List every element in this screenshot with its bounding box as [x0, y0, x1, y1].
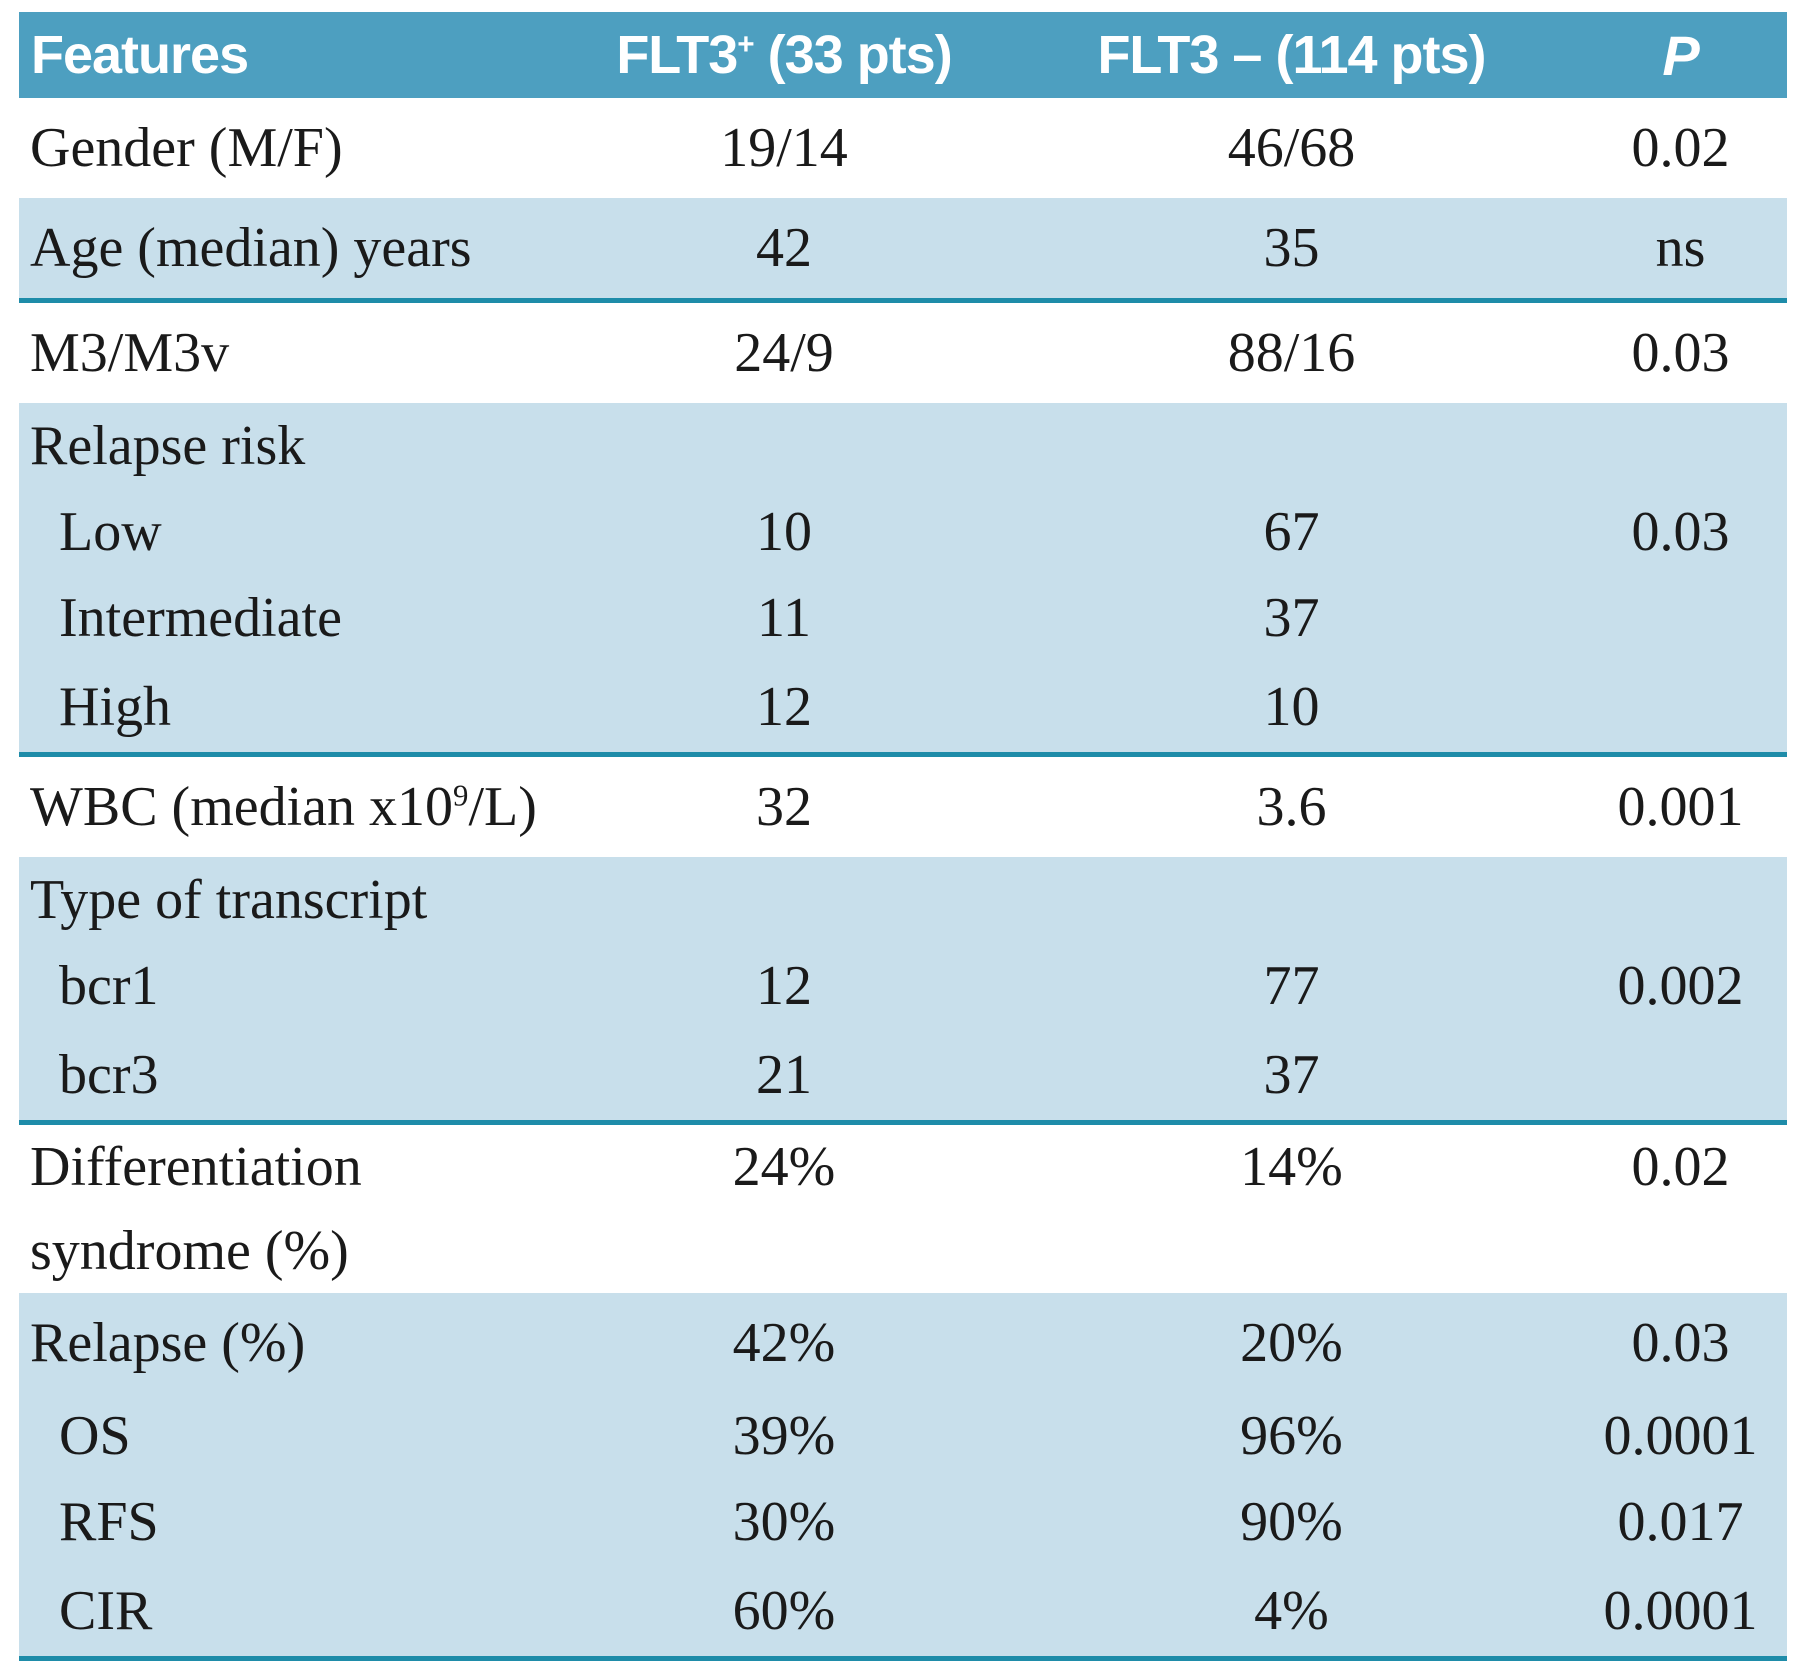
- flt3-positive-value: 21: [559, 1029, 1009, 1125]
- header-row: Features FLT3+ (33 pts) FLT3 – (114 pts)…: [19, 12, 1787, 98]
- feature-sublabel: bcr3: [19, 1029, 559, 1125]
- flt3-negative-value: 4%: [1009, 1565, 1574, 1661]
- p-value: 0.03: [1574, 1293, 1787, 1393]
- flt3-positive-value: 32: [756, 776, 812, 838]
- p-value: [1574, 857, 1787, 943]
- p-value: [1574, 403, 1787, 489]
- flt3-positive-value: 42: [559, 198, 1009, 303]
- flt3-positive-value: [559, 857, 1009, 943]
- feature-label: Relapse (%): [19, 1293, 559, 1393]
- table-row-cir: CIR 60% 4% 0.0001: [19, 1565, 1787, 1661]
- p-value: [1574, 1029, 1787, 1125]
- flt3-negative-value: 37: [1009, 1029, 1574, 1125]
- flt3-positive-value: 39%: [559, 1393, 1009, 1479]
- flt3-positive-value: 42%: [559, 1293, 1009, 1393]
- p-value: [1574, 575, 1787, 661]
- flt3-negative-value: 46/68: [1227, 117, 1356, 179]
- table-body: Gender (M/F) 19/14 46/68 0.02 Age (media…: [19, 98, 1787, 1661]
- flt3-negative-value: 90%: [1009, 1479, 1574, 1565]
- p-value: 0.0001: [1574, 1393, 1787, 1479]
- feature-sublabel: High: [19, 661, 559, 757]
- flt3-positive-value: 30%: [559, 1479, 1009, 1565]
- table-row-transcript-group: Type of transcript: [19, 857, 1787, 943]
- flt3-negative-value: 77: [1009, 943, 1574, 1029]
- feature-sublabel: RFS: [19, 1479, 559, 1565]
- table-row-age: Age (median) years 42 35 ns: [19, 198, 1787, 303]
- feature-sublabel: Intermediate: [19, 575, 559, 661]
- table-row-bcr3: bcr3 21 37: [19, 1029, 1787, 1125]
- feature-group-label: Type of transcript: [19, 857, 559, 943]
- flt3-positive-value: 12: [559, 943, 1009, 1029]
- flt3-negative-value: 37: [1009, 575, 1574, 661]
- flt3-negative-value: 96%: [1009, 1393, 1574, 1479]
- table-row-relapse-risk-group: Relapse risk: [19, 403, 1787, 489]
- table-row-relapse-pct: Relapse (%) 42% 20% 0.03: [19, 1293, 1787, 1393]
- flt3-positive-value: 11: [559, 575, 1009, 661]
- p-value: 0.03: [1631, 322, 1730, 384]
- flt3-negative-value: 10: [1009, 661, 1574, 757]
- p-value: 0.002: [1574, 943, 1787, 1029]
- table-row-relapse-risk-high: High 12 10: [19, 661, 1787, 757]
- p-value: 0.02: [1631, 117, 1730, 179]
- column-header-flt3-negative: FLT3 – (114 pts): [1009, 12, 1574, 98]
- feature-label: Age (median) years: [19, 198, 559, 303]
- p-value: [1574, 661, 1787, 757]
- table-row-gender: Gender (M/F) 19/14 46/68 0.02: [19, 98, 1787, 198]
- flt3-negative-value: 20%: [1009, 1293, 1574, 1393]
- feature-label: Differentiation syndrome (%): [30, 1136, 362, 1282]
- p-value: 0.0001: [1574, 1565, 1787, 1661]
- feature-group-label: Relapse risk: [19, 403, 559, 489]
- table-row-wbc: WBC (median x109/L) 32 3.6 0.001: [19, 755, 1787, 858]
- table-row-relapse-risk-intermediate: Intermediate 11 37: [19, 575, 1787, 661]
- column-header-p-value: P: [1574, 12, 1787, 98]
- flt3-positive-value: 10: [559, 489, 1009, 575]
- feature-sublabel: CIR: [19, 1565, 559, 1661]
- superscript-plus: +: [737, 28, 754, 61]
- flt3-positive-value: 12: [559, 661, 1009, 757]
- flt3-positive-value: [559, 403, 1009, 489]
- flt3-positive-value: 24%: [732, 1136, 836, 1198]
- flt3-negative-value: [1009, 857, 1574, 943]
- feature-label: WBC (median x109/L): [30, 776, 537, 838]
- superscript-nine: 9: [453, 778, 469, 813]
- table-header: Features FLT3+ (33 pts) FLT3 – (114 pts)…: [19, 12, 1787, 98]
- flt3-positive-value: 19/14: [720, 117, 848, 179]
- flt3-positive-value: 60%: [559, 1565, 1009, 1661]
- flt3-negative-value: 14%: [1240, 1136, 1343, 1198]
- p-value: 0.017: [1574, 1479, 1787, 1565]
- flt3-negative-value: 35: [1009, 198, 1574, 303]
- table-row-bcr1: bcr1 12 77 0.002: [19, 943, 1787, 1029]
- flt3-positive-value: 24/9: [734, 322, 834, 384]
- feature-sublabel: Low: [19, 489, 559, 575]
- feature-label: M3/M3v: [30, 322, 230, 384]
- flt3-negative-value: 3.6: [1256, 776, 1327, 838]
- feature-sublabel: OS: [19, 1393, 559, 1479]
- patient-characteristics-table: Features FLT3+ (33 pts) FLT3 – (114 pts)…: [19, 12, 1787, 1661]
- p-value: 0.001: [1617, 776, 1744, 838]
- table-row-relapse-risk-low: Low 10 67 0.03: [19, 489, 1787, 575]
- feature-sublabel: bcr1: [19, 943, 559, 1029]
- table-row-rfs: RFS 30% 90% 0.017: [19, 1479, 1787, 1565]
- p-value: ns: [1574, 198, 1787, 303]
- flt3-negative-value: 67: [1009, 489, 1574, 575]
- p-value: 0.02: [1631, 1136, 1730, 1198]
- patient-characteristics-figure: Features FLT3+ (33 pts) FLT3 – (114 pts)…: [19, 12, 1787, 1661]
- column-header-features: Features: [19, 12, 559, 98]
- table-row-differentiation-syndrome: Differentiation syndrome (%) 24% 14% 0.0…: [19, 1123, 1787, 1294]
- feature-label: Gender (M/F): [30, 117, 343, 179]
- table-row-m3-m3v: M3/M3v 24/9 88/16 0.03: [19, 301, 1787, 404]
- flt3-negative-value: [1009, 403, 1574, 489]
- table-row-os: OS 39% 96% 0.0001: [19, 1393, 1787, 1479]
- p-value: 0.03: [1574, 489, 1787, 575]
- column-header-flt3-positive: FLT3+ (33 pts): [559, 12, 1009, 98]
- flt3-negative-value: 88/16: [1227, 322, 1356, 384]
